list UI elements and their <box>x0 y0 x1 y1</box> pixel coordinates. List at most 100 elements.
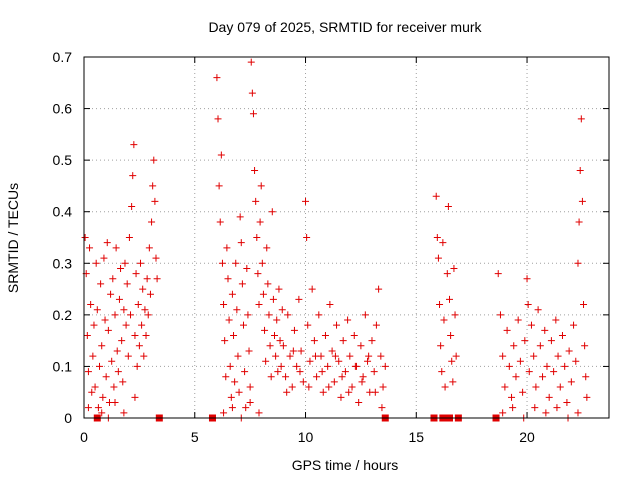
data-point <box>448 357 456 365</box>
data-point <box>132 270 140 278</box>
data-point <box>91 383 99 391</box>
data-point <box>101 316 109 324</box>
data-point <box>443 270 451 278</box>
data-point <box>118 337 126 345</box>
y-tick-label: 0 <box>64 410 72 426</box>
data-point <box>351 362 359 370</box>
data-point <box>440 316 448 324</box>
data-point <box>345 388 353 396</box>
data-point <box>508 393 516 401</box>
data-point <box>350 331 358 339</box>
data-point <box>377 352 385 360</box>
data-point <box>359 373 367 381</box>
data-point <box>330 378 338 386</box>
data-point <box>567 378 575 386</box>
axis-ticks <box>83 56 609 419</box>
data-point <box>123 280 131 288</box>
data-point <box>131 331 139 339</box>
data-point <box>261 326 269 334</box>
data-point <box>570 321 578 329</box>
y-axis-label: SRMTID / TECUs <box>5 183 21 293</box>
data-point <box>581 342 589 350</box>
data-point <box>523 275 531 283</box>
data-point <box>577 115 585 123</box>
data-point <box>325 383 333 391</box>
data-point <box>372 321 380 329</box>
data-point <box>525 368 533 376</box>
data-point <box>243 264 251 272</box>
data-point <box>135 342 143 350</box>
data-point <box>138 321 146 329</box>
data-point <box>216 218 224 226</box>
data-point <box>83 331 91 339</box>
data-point <box>578 197 586 205</box>
data-point <box>326 301 334 309</box>
data-point <box>256 218 264 226</box>
data-point <box>140 352 148 360</box>
plot-frame <box>83 56 610 419</box>
data-point <box>247 58 255 66</box>
data-point <box>324 362 332 370</box>
data-point <box>321 331 329 339</box>
data-point <box>436 301 444 309</box>
data-point <box>103 239 111 247</box>
data-point <box>104 326 112 334</box>
data-point <box>375 285 383 293</box>
data-point <box>333 321 341 329</box>
data-point <box>225 316 233 324</box>
data-point <box>119 378 127 386</box>
data-point <box>547 337 555 345</box>
data-point <box>542 409 550 417</box>
data-point <box>439 239 447 247</box>
data-point <box>276 337 284 345</box>
data-point <box>213 74 221 82</box>
data-point <box>244 311 252 319</box>
data-point <box>370 368 378 376</box>
data-point <box>90 321 98 329</box>
y-tick-label: 0.5 <box>53 152 73 168</box>
data-point <box>246 383 254 391</box>
data-point <box>582 373 590 381</box>
data-point <box>278 306 286 314</box>
data-point <box>130 141 138 149</box>
data-point <box>305 383 313 391</box>
data-point <box>259 290 267 298</box>
data-point <box>328 347 336 355</box>
data-point <box>441 383 449 391</box>
data-point <box>290 326 298 334</box>
data-point <box>262 357 270 365</box>
data-point <box>258 259 266 267</box>
data-point <box>100 254 108 262</box>
data-point <box>381 362 389 370</box>
data-point <box>113 347 121 355</box>
data-point <box>339 337 347 345</box>
data-point <box>299 378 307 386</box>
data-point <box>516 357 524 365</box>
data-point <box>220 409 228 417</box>
data-point <box>452 352 460 360</box>
data-point <box>255 409 263 417</box>
data-point <box>152 254 160 262</box>
data-point <box>139 285 147 293</box>
data-point <box>214 115 222 123</box>
data-point <box>447 331 455 339</box>
data-point <box>121 259 129 267</box>
data-point <box>499 352 507 360</box>
data-point <box>97 280 105 288</box>
data-point <box>92 259 100 267</box>
data-point <box>122 321 130 329</box>
data-point <box>254 270 262 278</box>
data-point <box>284 311 292 319</box>
data-point <box>268 208 276 216</box>
data-point <box>114 368 122 376</box>
data-point <box>94 404 102 412</box>
x-tick-label: 20 <box>519 429 535 445</box>
data-point <box>246 399 254 407</box>
data-point <box>233 306 241 314</box>
data-point <box>501 383 509 391</box>
data-point <box>282 373 290 381</box>
data-point <box>228 290 236 298</box>
data-point <box>313 373 321 381</box>
data-point <box>125 234 133 241</box>
data-point <box>574 409 582 417</box>
